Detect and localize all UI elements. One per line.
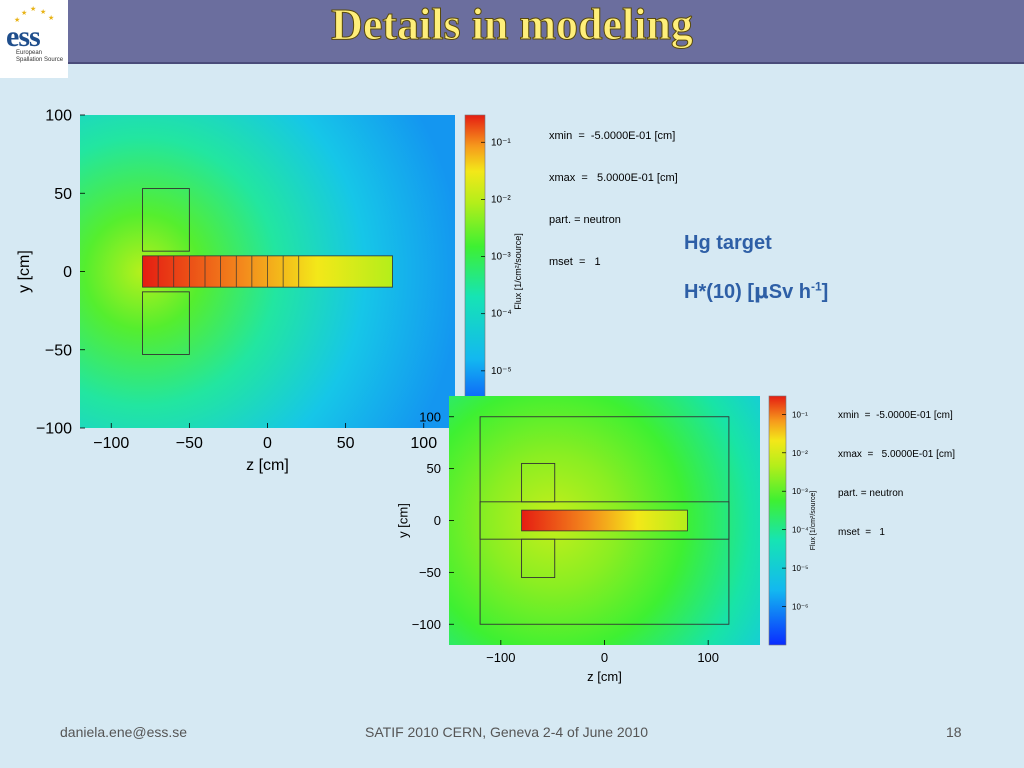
x-tick-label: 0 bbox=[601, 650, 608, 665]
pipe-outline bbox=[479, 501, 730, 540]
reflector-upper bbox=[142, 188, 190, 252]
star-icon: ★ bbox=[21, 10, 28, 17]
colorbar-title: Flux [1/cm²/source] bbox=[810, 491, 817, 551]
annotation-line: xmax = 5.0000E-01 [cm] bbox=[549, 172, 678, 184]
star-icon: ★ bbox=[48, 15, 55, 22]
y-tick-label: 0 bbox=[63, 264, 72, 281]
x-tick-label: −100 bbox=[486, 650, 515, 665]
annotation-line: xmax = 5.0000E-01 [cm] bbox=[838, 449, 955, 460]
colorbar-tick-label: 10⁻¹ bbox=[792, 410, 808, 419]
footer-conference: SATIF 2010 CERN, Geneva 2-4 of June 2010 bbox=[365, 724, 649, 740]
dose-close: ] bbox=[821, 281, 829, 303]
plot-area bbox=[80, 115, 455, 428]
dose-label-prefix: H*(10) [ bbox=[684, 281, 755, 303]
y-tick-label: 100 bbox=[45, 108, 72, 125]
colorbar-tick-label: 10⁻² bbox=[792, 449, 808, 458]
ess-logo: ★ ★ ★ ★ ★ ess European Spallation Source bbox=[0, 0, 68, 78]
hg-target-label: Hg target bbox=[684, 232, 772, 254]
x-tick-label: 50 bbox=[337, 435, 355, 452]
plot2-annotation: xmin = -5.0000E-01 [cm] xmax = 5.0000E-0… bbox=[838, 383, 955, 552]
dose-exponent: -1 bbox=[810, 279, 822, 294]
colorbar bbox=[768, 395, 787, 646]
logo-text: ess bbox=[6, 20, 41, 53]
annotation-line: xmin = -5.0000E-01 [cm] bbox=[549, 130, 676, 142]
reflector-upper bbox=[521, 462, 556, 503]
y-tick-label: 50 bbox=[54, 186, 72, 203]
star-icon: ★ bbox=[30, 6, 37, 13]
y-tick-label: 50 bbox=[427, 461, 441, 476]
target-beam bbox=[521, 509, 688, 532]
x-tick-label: 100 bbox=[697, 650, 719, 665]
x-axis-title: z [cm] bbox=[246, 457, 289, 474]
mu-symbol: μ bbox=[754, 279, 769, 303]
y-tick-label: 0 bbox=[434, 513, 441, 528]
colorbar-tick-label: 10⁻⁴ bbox=[792, 526, 809, 535]
slide-title: Details in modeling bbox=[331, 0, 694, 50]
colorbar-tick-label: 10⁻⁵ bbox=[491, 366, 512, 377]
colorbar-tick-label: 10⁻⁶ bbox=[792, 603, 808, 612]
slide-number: 18 bbox=[946, 724, 962, 740]
plot-area bbox=[449, 396, 760, 645]
star-icon: ★ bbox=[14, 17, 21, 24]
x-tick-label: −100 bbox=[93, 435, 129, 452]
x-axis-title: z [cm] bbox=[587, 669, 622, 684]
annotation-line: part. = neutron bbox=[838, 488, 904, 499]
colorbar-tick-label: 10⁻¹ bbox=[491, 137, 511, 148]
y-tick-label: 100 bbox=[419, 409, 441, 424]
colorbar-tick-label: 10⁻³ bbox=[792, 487, 808, 496]
x-tick-label: 0 bbox=[263, 435, 272, 452]
reflector-lower bbox=[521, 538, 556, 579]
y-tick-label: −100 bbox=[36, 421, 72, 438]
star-icon: ★ bbox=[40, 9, 47, 16]
colorbar-tick-label: 10⁻² bbox=[491, 194, 511, 205]
annotation-line: part. = neutron bbox=[549, 214, 621, 226]
flux-map-2: −100 0 100 100 50 0 −50 −100 z [cm] y [cm] 10⁻¹ 10⁻… bbox=[395, 395, 817, 684]
title-bar bbox=[68, 0, 1024, 64]
dose-label: H*(10) [μSv h-1] bbox=[684, 279, 828, 304]
reflector-lower bbox=[142, 291, 190, 355]
dose-unit: Sv h bbox=[768, 281, 811, 303]
y-tick-label: −50 bbox=[45, 342, 72, 359]
annotation-line: mset = 1 bbox=[549, 256, 601, 268]
colorbar-tick-label: 10⁻³ bbox=[491, 252, 511, 263]
logo-subtitle: European Spallation Source bbox=[16, 50, 64, 63]
flux-map-1: −100 −50 0 50 100 100 50 0 −50 −100 z [cm] y [cm] 10… bbox=[16, 108, 523, 474]
x-tick-label: −50 bbox=[176, 435, 203, 452]
colorbar bbox=[464, 114, 486, 429]
x-tick-label: 100 bbox=[410, 435, 437, 452]
y-axis-title: y [cm] bbox=[395, 503, 410, 538]
colorbar-tick-label: 10⁻⁵ bbox=[792, 564, 808, 573]
y-tick-label: −50 bbox=[419, 565, 441, 580]
y-axis-title: y [cm] bbox=[16, 250, 33, 293]
plot1-annotation: xmin = -5.0000E-01 [cm] xmax = 5.0000E-0… bbox=[549, 101, 678, 283]
footer-email: daniela.ene@ess.se bbox=[60, 724, 188, 740]
annotation-line: mset = 1 bbox=[838, 527, 885, 538]
y-tick-label: −100 bbox=[412, 617, 441, 632]
colorbar-tick-label: 10⁻⁴ bbox=[491, 309, 512, 320]
annotation-line: xmin = -5.0000E-01 [cm] bbox=[838, 410, 953, 421]
colorbar-title: Flux [1/cm²/source] bbox=[513, 233, 523, 310]
